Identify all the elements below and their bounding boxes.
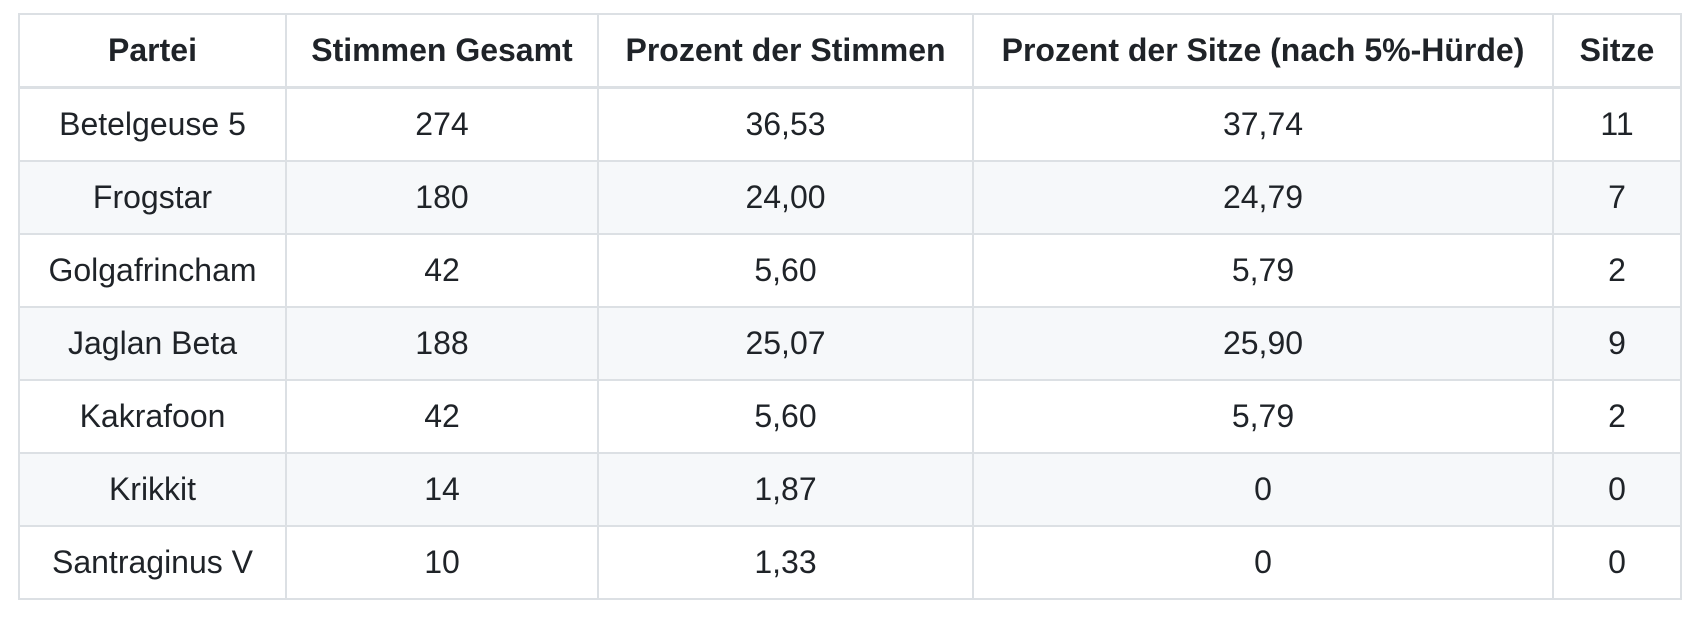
table-row-jaglan-beta: Jaglan Beta 188 25,07 25,90 9	[18, 306, 1682, 381]
cell-prozent-stimmen: 1,33	[597, 525, 974, 600]
table-body: Betelgeuse 5 274 36,53 37,74 11 Frogstar…	[18, 86, 1682, 600]
cell-stimmen-gesamt: 14	[285, 452, 599, 527]
column-header-prozent-der-sitze: Prozent der Sitze (nach 5%-Hürde)	[972, 13, 1554, 89]
cell-prozent-stimmen: 25,07	[597, 306, 974, 381]
table-row-krikkit: Krikkit 14 1,87 0 0	[18, 452, 1682, 527]
cell-partei: Kakrafoon	[18, 379, 287, 454]
table-row-kakrafoon: Kakrafoon 42 5,60 5,79 2	[18, 379, 1682, 454]
column-header-partei: Partei	[18, 13, 287, 89]
cell-partei: Jaglan Beta	[18, 306, 287, 381]
table-row-frogstar: Frogstar 180 24,00 24,79 7	[18, 160, 1682, 235]
cell-sitze: 2	[1552, 233, 1682, 308]
cell-prozent-stimmen: 1,87	[597, 452, 974, 527]
cell-sitze: 11	[1552, 86, 1682, 162]
table-row-golgafrincham: Golgafrincham 42 5,60 5,79 2	[18, 233, 1682, 308]
header-row: Partei Stimmen Gesamt Prozent der Stimme…	[18, 13, 1682, 89]
election-results-table: Partei Stimmen Gesamt Prozent der Stimme…	[18, 13, 1682, 600]
column-header-sitze: Sitze	[1552, 13, 1682, 89]
cell-prozent-stimmen: 24,00	[597, 160, 974, 235]
cell-prozent-sitze: 37,74	[972, 86, 1554, 162]
cell-partei: Frogstar	[18, 160, 287, 235]
column-header-stimmen-gesamt: Stimmen Gesamt	[285, 13, 599, 89]
cell-sitze: 2	[1552, 379, 1682, 454]
cell-prozent-stimmen: 36,53	[597, 86, 974, 162]
cell-partei: Santraginus V	[18, 525, 287, 600]
table-row-santraginus-v: Santraginus V 10 1,33 0 0	[18, 525, 1682, 600]
cell-stimmen-gesamt: 42	[285, 233, 599, 308]
election-results-table-container: Partei Stimmen Gesamt Prozent der Stimme…	[18, 13, 1682, 600]
cell-sitze: 0	[1552, 452, 1682, 527]
cell-prozent-stimmen: 5,60	[597, 233, 974, 308]
cell-prozent-sitze: 0	[972, 525, 1554, 600]
cell-prozent-sitze: 25,90	[972, 306, 1554, 381]
cell-sitze: 9	[1552, 306, 1682, 381]
table-row-betelgeuse-5: Betelgeuse 5 274 36,53 37,74 11	[18, 86, 1682, 162]
column-header-prozent-der-stimmen: Prozent der Stimmen	[597, 13, 974, 89]
cell-partei: Golgafrincham	[18, 233, 287, 308]
cell-stimmen-gesamt: 42	[285, 379, 599, 454]
cell-prozent-sitze: 5,79	[972, 379, 1554, 454]
cell-partei: Krikkit	[18, 452, 287, 527]
cell-stimmen-gesamt: 188	[285, 306, 599, 381]
cell-partei: Betelgeuse 5	[18, 86, 287, 162]
cell-stimmen-gesamt: 10	[285, 525, 599, 600]
cell-stimmen-gesamt: 274	[285, 86, 599, 162]
cell-prozent-sitze: 24,79	[972, 160, 1554, 235]
cell-stimmen-gesamt: 180	[285, 160, 599, 235]
cell-prozent-stimmen: 5,60	[597, 379, 974, 454]
table-header: Partei Stimmen Gesamt Prozent der Stimme…	[18, 13, 1682, 89]
cell-sitze: 0	[1552, 525, 1682, 600]
cell-sitze: 7	[1552, 160, 1682, 235]
cell-prozent-sitze: 5,79	[972, 233, 1554, 308]
cell-prozent-sitze: 0	[972, 452, 1554, 527]
